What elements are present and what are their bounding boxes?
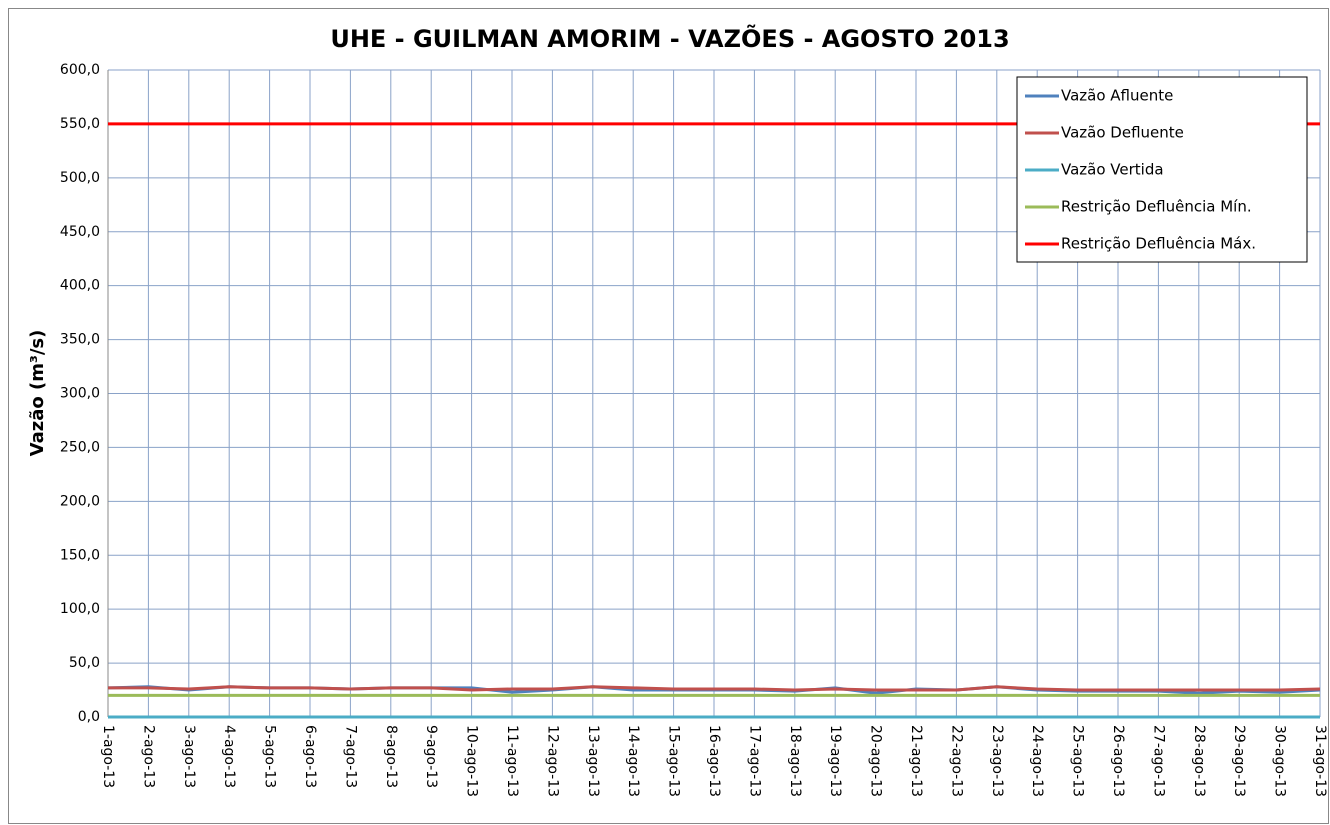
legend-label: Vazão Afluente — [1061, 87, 1173, 105]
x-tick-label: 14-ago-13 — [625, 725, 641, 797]
legend-label: Restrição Defluência Mín. — [1061, 198, 1252, 216]
x-tick-label: 1-ago-13 — [100, 725, 116, 788]
x-tick-label: 3-ago-13 — [181, 725, 197, 788]
y-tick-label: 100,0 — [60, 601, 100, 617]
x-tick-label: 29-ago-13 — [1231, 725, 1247, 797]
x-tick-label: 4-ago-13 — [221, 725, 237, 788]
x-tick-label: 13-ago-13 — [585, 725, 601, 797]
y-axis-label: Vazão (m³/s) — [27, 330, 48, 457]
y-tick-label: 550,0 — [60, 116, 100, 132]
y-tick-label: 350,0 — [60, 332, 100, 348]
x-tick-label: 17-ago-13 — [746, 725, 762, 797]
x-tick-label: 5-ago-13 — [262, 725, 278, 788]
x-tick-label: 22-ago-13 — [948, 725, 964, 797]
y-tick-label: 450,0 — [60, 224, 100, 240]
y-tick-label: 500,0 — [60, 170, 100, 186]
x-tick-label: 16-ago-13 — [706, 725, 722, 797]
x-tick-label: 28-ago-13 — [1191, 725, 1207, 797]
x-tick-label: 6-ago-13 — [302, 725, 318, 788]
x-tick-label: 24-ago-13 — [1029, 725, 1045, 797]
x-tick-label: 23-ago-13 — [989, 725, 1005, 797]
x-tick-label: 19-ago-13 — [827, 725, 843, 797]
x-tick-label: 31-ago-13 — [1312, 725, 1328, 797]
y-tick-label: 300,0 — [60, 386, 100, 402]
x-tick-label: 11-ago-13 — [504, 725, 520, 797]
x-tick-label: 7-ago-13 — [342, 725, 358, 788]
x-tick-label: 2-ago-13 — [140, 725, 156, 788]
x-tick-label: 8-ago-13 — [383, 725, 399, 788]
y-tick-label: 50,0 — [69, 655, 100, 671]
x-tick-label: 12-ago-13 — [544, 725, 560, 797]
y-tick-label: 150,0 — [60, 547, 100, 563]
legend-label: Vazão Vertida — [1061, 161, 1164, 179]
x-tick-label: 27-ago-13 — [1150, 725, 1166, 797]
y-tick-label: 400,0 — [60, 278, 100, 294]
x-tick-label: 15-ago-13 — [666, 725, 682, 797]
x-tick-label: 21-ago-13 — [908, 725, 924, 797]
chart-title: UHE - GUILMAN AMORIM - VAZÕES - AGOSTO 2… — [330, 23, 1009, 53]
x-tick-label: 10-ago-13 — [464, 725, 480, 797]
legend-label: Vazão Defluente — [1061, 124, 1184, 142]
legend-box — [1016, 76, 1308, 263]
x-tick-label: 18-ago-13 — [787, 725, 803, 797]
x-tick-label: 25-ago-13 — [1070, 725, 1086, 797]
series-line — [108, 685, 1321, 692]
x-tick-label: 30-ago-13 — [1272, 725, 1288, 797]
y-tick-label: 600,0 — [60, 62, 100, 78]
y-tick-label: 200,0 — [60, 493, 100, 509]
y-tick-label: 0,0 — [78, 709, 100, 725]
x-tick-label: 26-ago-13 — [1110, 725, 1126, 797]
x-tick-label: 9-ago-13 — [423, 725, 439, 788]
x-tick-label: 20-ago-13 — [868, 725, 884, 797]
legend-label: Restrição Defluência Máx. — [1061, 235, 1256, 253]
y-tick-label: 250,0 — [60, 439, 100, 455]
